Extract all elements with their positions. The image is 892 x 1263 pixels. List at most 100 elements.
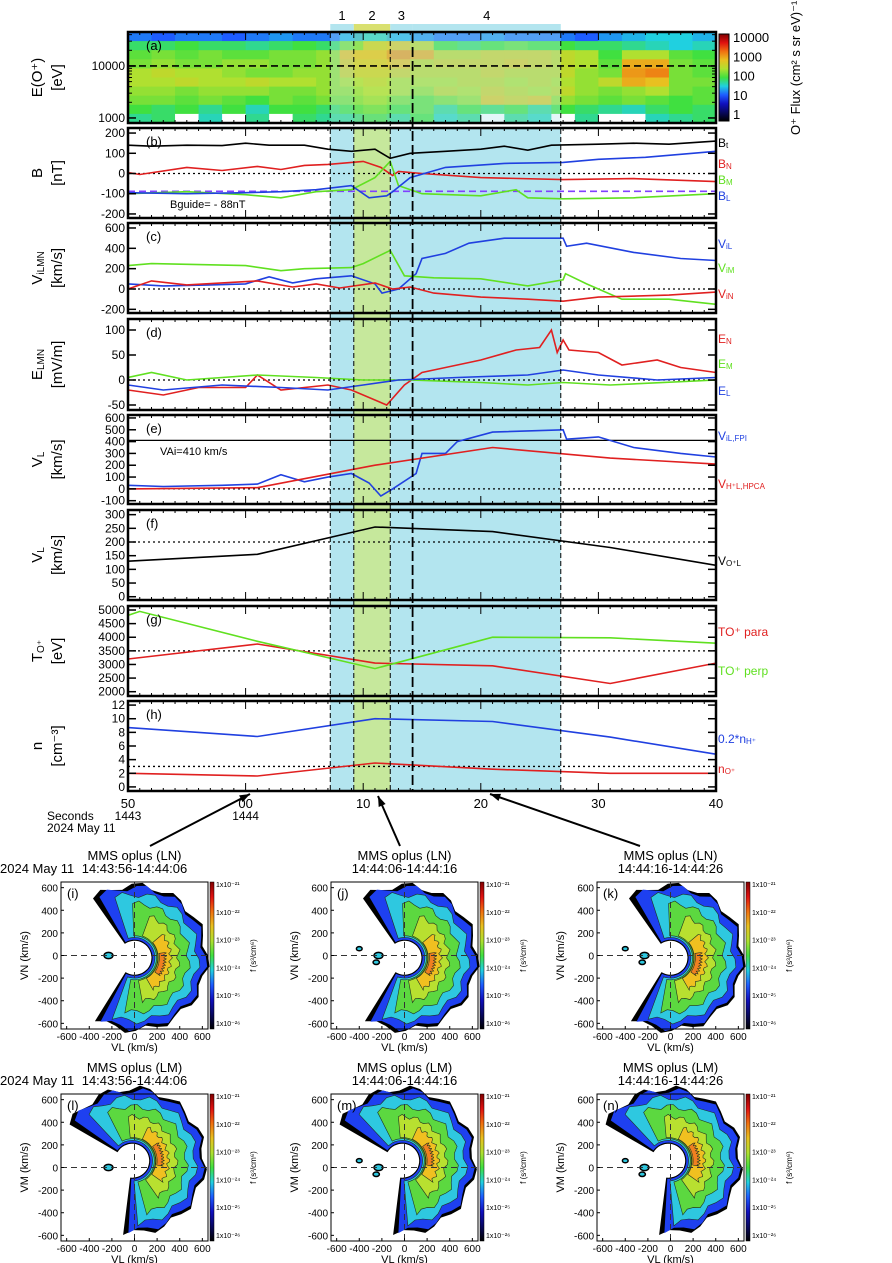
spectrogram-cell xyxy=(621,104,646,115)
y-tick-label: -200 xyxy=(101,207,125,221)
spectrogram-cell xyxy=(410,113,435,124)
legend-sub: M xyxy=(726,178,733,187)
spectrogram-cell xyxy=(292,41,317,51)
spectrogram-cell xyxy=(574,77,599,88)
distribution-shape xyxy=(355,882,480,1033)
y-axis-label: TO⁺ xyxy=(29,640,47,662)
y-tick-label: 100 xyxy=(105,562,125,576)
y-axis-label: n xyxy=(29,742,46,750)
colorbar-tick-label: 10000 xyxy=(733,30,769,45)
spectrogram-cell xyxy=(527,50,552,60)
spectrogram-cell xyxy=(316,68,341,78)
panel-label: (h) xyxy=(146,707,162,722)
series-line-vol xyxy=(128,526,716,567)
distribution-title: MMS oplus (LM) xyxy=(623,1060,718,1075)
legend-main: 0.2*n xyxy=(718,732,746,746)
spectrogram-cell xyxy=(645,113,670,124)
spectrogram-cell xyxy=(480,77,505,88)
x-tick-label: 0 xyxy=(668,1244,674,1255)
y-axis-label: ELMN xyxy=(29,349,47,380)
legend-entry: BM xyxy=(718,173,733,187)
y-tick-label: 200 xyxy=(105,535,125,549)
spectrogram-cell xyxy=(645,104,670,115)
panel-label: (i) xyxy=(67,886,79,901)
distribution-blob xyxy=(621,1157,629,1164)
x-tick-label: 600 xyxy=(194,1032,211,1043)
legend-entry: nO⁺ xyxy=(718,762,735,776)
colorbar-tick-label: 1x10⁻²² xyxy=(752,910,776,917)
spectrogram-cell xyxy=(386,104,411,115)
distribution-blob xyxy=(638,959,647,966)
colorbar-tick-label: 1x10⁻²¹ xyxy=(752,1094,776,1101)
y-tick-label: 400 xyxy=(311,906,328,917)
y-label-main: V xyxy=(29,457,46,467)
x-tick-label: 200 xyxy=(685,1032,702,1043)
spectrogram-cell xyxy=(504,41,529,51)
legend-entry: Bt xyxy=(718,136,729,150)
y-tick-label: 600 xyxy=(311,884,328,895)
x-tick-label: 400 xyxy=(441,1032,458,1043)
distribution-x-label: VL (km/s) xyxy=(381,1042,428,1054)
y-axis-unit: [nT] xyxy=(49,160,66,186)
legend-main: B xyxy=(718,189,726,203)
interval-bar-1 xyxy=(330,24,354,33)
interval-shade-4 xyxy=(412,128,561,791)
spectrogram-cell xyxy=(198,95,223,106)
x-tick-label: 200 xyxy=(419,1032,436,1043)
spectrogram-cell xyxy=(245,59,270,69)
spectrogram-cell xyxy=(410,59,435,69)
series-line-vhlhpca xyxy=(128,446,716,490)
legend-main: B xyxy=(718,173,726,187)
panel-label: (m) xyxy=(337,1098,357,1113)
interval-shading xyxy=(330,128,561,791)
x-tick-label: -200 xyxy=(102,1244,122,1255)
distribution-panel-n: MMS oplus (LM)14:44:16-14:44:26-600-600-… xyxy=(555,1060,794,1263)
y-tick-label: -200 xyxy=(308,1186,328,1197)
y-tick-label: 4000 xyxy=(98,630,125,644)
x-tick-label: -400 xyxy=(79,1032,99,1043)
series-line-no xyxy=(128,762,716,777)
y-tick-label: 600 xyxy=(41,1096,58,1107)
interval-shade-3 xyxy=(390,128,413,791)
y-label-main: E xyxy=(29,370,46,380)
x-tick-label: 200 xyxy=(149,1032,166,1043)
x-tick-label: 400 xyxy=(441,1244,458,1255)
colorbar-tick-label: 1 xyxy=(733,107,740,122)
x-tick-label: -400 xyxy=(615,1244,635,1255)
interval-label-1: 1 xyxy=(338,8,345,23)
y-tick-label: 3000 xyxy=(98,657,125,671)
spectrogram-cell xyxy=(504,68,529,78)
distribution-panel-j: MMS oplus (LN)14:44:06-14:44:16-600-600-… xyxy=(289,848,528,1054)
spectrogram-cell xyxy=(175,77,200,88)
y-tick-label: 4500 xyxy=(98,617,125,631)
panel-label: (j) xyxy=(337,886,349,901)
series-line-el xyxy=(128,369,716,391)
y-tick-label: 200 xyxy=(311,1141,328,1152)
spectrogram-cell xyxy=(551,104,576,115)
spectrogram-cell xyxy=(339,104,364,115)
x-tick-label: -600 xyxy=(327,1244,347,1255)
colorbar-tick-label: 1x10⁻²⁵ xyxy=(752,993,776,1000)
spectrogram-cell xyxy=(598,41,623,51)
spectrogram-cell xyxy=(363,50,388,60)
legend-main: V xyxy=(718,287,726,301)
spectrogram-cell xyxy=(598,77,623,88)
colorbar-tick-label: 1x10⁻²² xyxy=(216,1122,240,1129)
y-tick-label: -400 xyxy=(574,997,594,1008)
spectrogram-cell xyxy=(668,113,693,124)
legend-main: V xyxy=(718,477,726,491)
spectrogram-cell xyxy=(433,104,458,115)
spectrogram-cell xyxy=(621,32,646,42)
distribution-x-label: VL (km/s) xyxy=(647,1042,694,1054)
colorbar-label: f (s³/cm⁶) xyxy=(519,939,528,972)
spectrogram-cell xyxy=(433,59,458,69)
panel-label: (a) xyxy=(146,38,162,53)
spectrogram-cell xyxy=(128,50,153,60)
spectrogram-cell xyxy=(316,41,341,51)
distribution-panel-m: MMS oplus (LM)14:44:06-14:44:16-600-600-… xyxy=(289,1060,528,1263)
spectrogram xyxy=(128,32,717,124)
y-tick-label: 0 xyxy=(52,1164,58,1175)
spectrogram-cell xyxy=(551,41,576,51)
legend-entry: TO⁺ para xyxy=(718,625,768,639)
